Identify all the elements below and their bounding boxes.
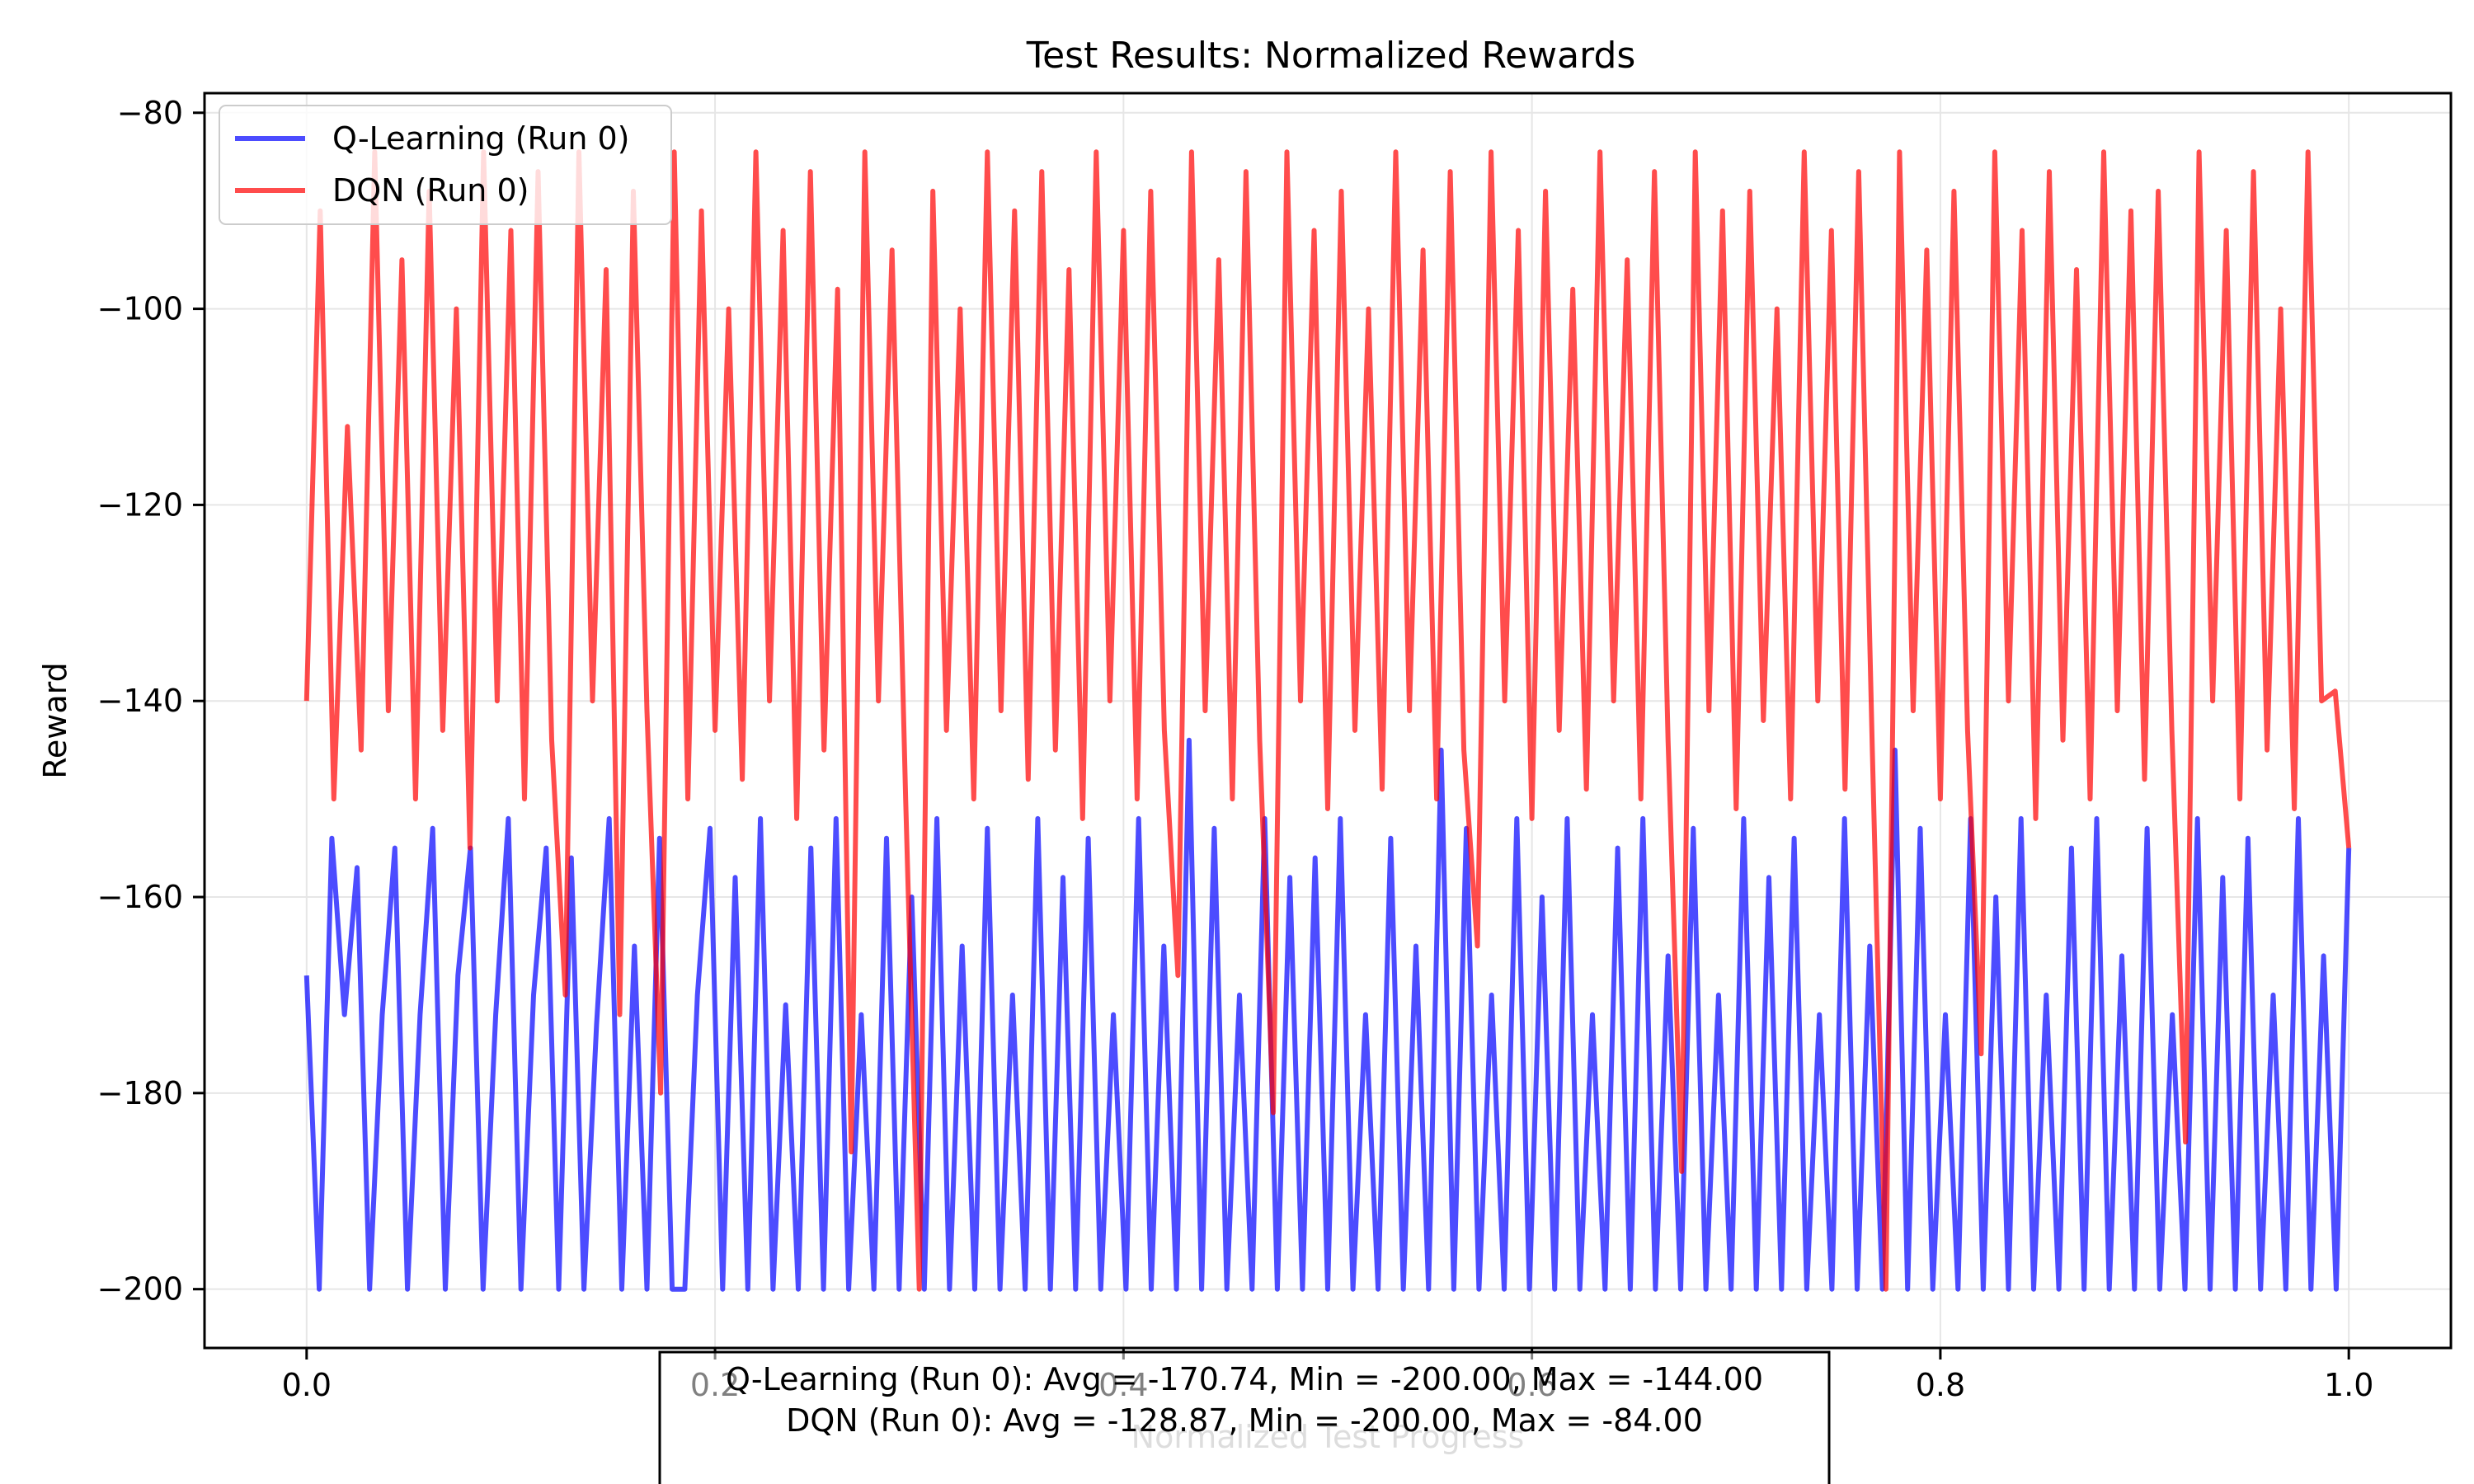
- y-tick-label: −100: [97, 291, 183, 327]
- stats-line-dqn: DQN (Run 0): Avg = -128.87, Min = -200.0…: [786, 1402, 1703, 1439]
- series-line-qlearning: [303, 737, 2352, 1292]
- legend: Q-Learning (Run 0) DQN (Run 0): [219, 105, 672, 225]
- plot-frame: [203, 92, 2453, 1350]
- series-layer: [303, 149, 2352, 1292]
- stats-line-qlearning: Q-Learning (Run 0): Avg = -170.74, Min =…: [726, 1361, 1763, 1397]
- x-tick-label: 0.0: [282, 1367, 332, 1403]
- legend-label-dqn: DQN (Run 0): [332, 172, 529, 209]
- x-tick-label: 0.8: [1916, 1367, 1965, 1403]
- y-axis-label: Reward: [37, 662, 73, 779]
- y-tick-label: −160: [97, 879, 183, 915]
- x-tick-label: 1.0: [2324, 1367, 2373, 1403]
- y-tick-label: −200: [97, 1271, 183, 1308]
- y-tick-label: −80: [117, 95, 183, 131]
- series-line-dqn: [303, 149, 2352, 1292]
- y-tick-label: −140: [97, 683, 183, 719]
- legend-box: [219, 105, 672, 225]
- y-axis: −80 −100 −120 −140 −160 −180 −200: [97, 95, 205, 1308]
- stats-box-frame: [658, 1350, 1831, 1484]
- chart-title: Test Results: Normalized Rewards: [1026, 35, 1636, 77]
- stats-box: Q-Learning (Run 0): Avg = -170.74, Min =…: [658, 1350, 1831, 1484]
- y-tick-label: −120: [97, 486, 183, 523]
- legend-label-qlearning: Q-Learning (Run 0): [332, 120, 630, 157]
- y-tick-label: −180: [97, 1075, 183, 1111]
